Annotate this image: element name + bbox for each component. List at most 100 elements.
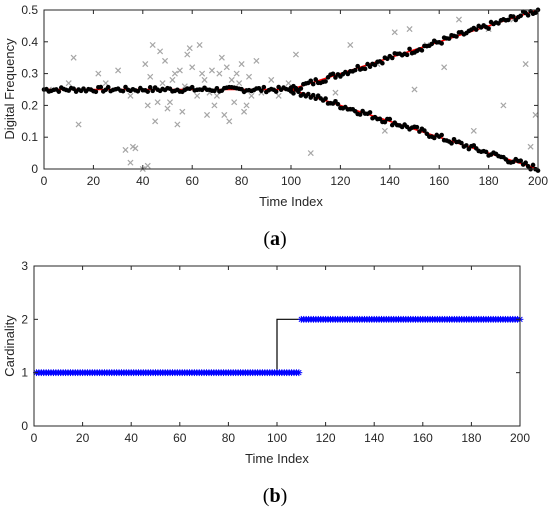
estimate-point	[387, 116, 393, 122]
clutter-marker-stroke	[527, 143, 534, 150]
estimate-point	[310, 92, 316, 98]
clutter-marker	[164, 105, 171, 112]
estimate-point	[323, 79, 328, 84]
clutter-marker-stroke	[132, 145, 139, 152]
clutter-marker-stroke	[171, 70, 178, 77]
clutter-marker-stroke	[174, 121, 181, 128]
estimate-point	[120, 88, 126, 94]
y-axis-label-a: Digital Frequency	[2, 38, 17, 140]
clutter-marker	[154, 99, 161, 106]
estimate-point	[357, 112, 363, 117]
clutter-marker	[186, 45, 193, 52]
clutter-marker-stroke	[441, 64, 448, 71]
estimate-point	[518, 13, 524, 19]
estimate-point	[310, 81, 316, 87]
clutter-marker-stroke	[213, 92, 220, 99]
x-tick-label: 20	[87, 174, 101, 188]
clutter-marker-stroke	[152, 118, 159, 125]
clutter-marker-stroke	[500, 102, 507, 109]
estimate-point	[414, 124, 420, 130]
clutter-marker-stroke	[154, 99, 161, 106]
estimate-point	[93, 89, 99, 95]
x-tick-label: 60	[173, 431, 187, 445]
clutter-marker	[70, 54, 77, 61]
y-tick-label: 2	[21, 312, 28, 326]
clutter-marker	[127, 92, 134, 99]
clutter-marker-stroke	[189, 64, 196, 71]
clutter-marker	[406, 26, 413, 33]
clutter-marker-stroke	[164, 105, 171, 112]
clutter-marker	[169, 76, 176, 83]
estimate-point	[98, 84, 104, 90]
clutter-marker	[159, 80, 166, 87]
clutter-marker	[149, 41, 156, 49]
clutter-marker-stroke	[307, 150, 314, 157]
estimate-point	[296, 89, 301, 95]
clutter-marker	[275, 92, 282, 99]
estimate-point	[525, 163, 531, 169]
estimate-point	[389, 55, 395, 61]
estimate-point	[105, 84, 111, 90]
clutter-marker-stroke	[241, 108, 248, 115]
clutter-marker-stroke	[70, 54, 77, 61]
estimated-frequency-points	[41, 7, 541, 173]
estimate-point	[449, 141, 454, 146]
clutter-marker-stroke	[532, 111, 539, 118]
clutter-marker	[241, 108, 248, 115]
x-tick-label: 100	[281, 174, 301, 188]
clutter-marker	[470, 127, 477, 134]
clutter-marker	[216, 70, 223, 77]
clutter-marker-stroke	[275, 92, 282, 99]
clutter-marker-stroke	[218, 54, 225, 61]
clutter-marker	[171, 70, 178, 77]
estimate-point	[439, 132, 444, 138]
y-tick-label: 0.3	[21, 67, 38, 81]
y-tick-label: 0.5	[21, 3, 38, 17]
clutter-marker-stroke	[203, 111, 211, 118]
estimate-point	[355, 63, 360, 69]
clutter-marker-stroke	[406, 26, 413, 33]
clutter-marker-stroke	[332, 89, 339, 96]
clutter-marker	[411, 86, 418, 93]
clutter-marker-stroke	[292, 51, 299, 58]
clutter-marker	[208, 67, 215, 74]
clutter-marker-stroke	[196, 41, 203, 49]
clutter-marker-stroke	[381, 127, 388, 134]
estimate-point	[506, 17, 511, 23]
x-axis-label-b: Time Index	[245, 451, 309, 466]
y-ticks-b: 0 1 2 3	[21, 259, 520, 433]
y-axis-label-b: Cardinality	[2, 315, 17, 377]
x-tick-label: 160	[413, 431, 433, 445]
clutter-marker	[144, 162, 151, 169]
clutter-marker-stroke	[216, 70, 223, 77]
x-tick-label: 180	[479, 174, 499, 188]
clutter-marker-stroke	[391, 29, 398, 36]
estimate-point	[293, 85, 299, 91]
clutter-marker	[268, 76, 275, 83]
estimate-point	[446, 36, 452, 41]
estimate-point	[380, 60, 385, 66]
clutter-marker	[238, 61, 245, 68]
clutter-marker-stroke	[226, 118, 233, 125]
estimate-point	[323, 96, 328, 101]
clutter-marker	[285, 80, 292, 87]
x-tick-label: 100	[267, 431, 287, 445]
estimate-point	[511, 14, 516, 19]
clutter-marker	[211, 102, 218, 109]
clutter-marker	[122, 146, 129, 153]
estimate-point	[145, 89, 151, 94]
caption-a: (a)	[263, 228, 286, 250]
clutter-marker-stroke	[253, 57, 260, 64]
x-tick-label: 0	[31, 431, 38, 445]
clutter-marker-stroke	[221, 111, 228, 118]
clutter-marker	[223, 64, 230, 71]
clutter-marker	[65, 80, 72, 87]
x-tick-label: 180	[461, 431, 481, 445]
clutter-marker-stroke	[347, 41, 354, 49]
x-tick-label: 200	[510, 431, 530, 445]
clutter-marker	[152, 118, 159, 125]
clutter-marker	[391, 29, 398, 36]
clutter-marker-stroke	[129, 143, 136, 150]
clutter-marker	[243, 102, 250, 109]
x-tick-label: 80	[222, 431, 236, 445]
